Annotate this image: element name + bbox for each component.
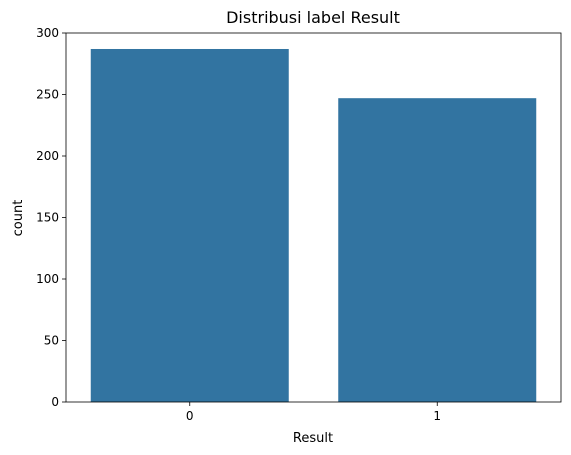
axes-frame — [65, 32, 562, 403]
y-tick-label-150: 150 — [36, 211, 59, 225]
y-axis-label: count — [11, 200, 26, 237]
bar-1 — [338, 98, 537, 402]
x-tick-label-0: 0 — [186, 409, 194, 423]
y-tick-label-100: 100 — [36, 272, 59, 286]
plot-area: 0 1 0 50 100 150 200 250 300 — [36, 26, 562, 423]
x-axis-label: Result — [293, 431, 333, 446]
x-tick-label-1: 1 — [433, 409, 441, 423]
bar-0 — [90, 48, 289, 403]
y-tick-label-250: 250 — [36, 88, 59, 102]
y-tick-label-0: 0 — [51, 395, 59, 409]
y-tick-label-200: 200 — [36, 149, 59, 163]
y-tick-label-300: 300 — [36, 26, 59, 40]
y-tick-label-50: 50 — [44, 334, 59, 348]
chart-title: Distribusi label Result — [226, 8, 400, 27]
